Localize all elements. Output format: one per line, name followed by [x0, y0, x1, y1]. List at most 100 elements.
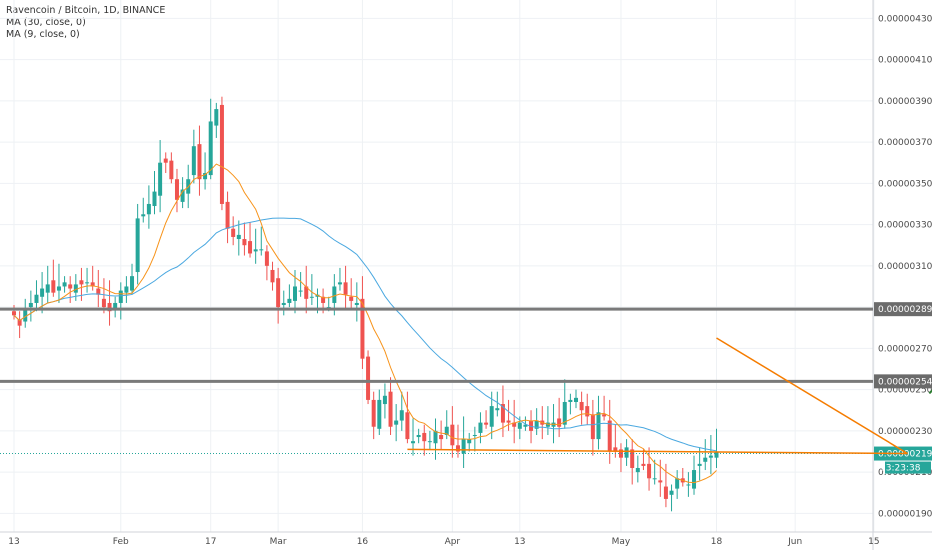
candle: [478, 422, 483, 433]
candle: [427, 441, 432, 443]
candle: [534, 420, 539, 429]
candle: [506, 420, 511, 423]
candle: [697, 463, 702, 466]
level-price-tag: [874, 374, 932, 389]
candle: [596, 412, 601, 440]
candle: [444, 426, 449, 435]
candle: [40, 288, 45, 297]
price-tick-label: 0.00000330: [878, 221, 932, 231]
time-tick-label: 13: [514, 537, 525, 547]
candle: [461, 439, 466, 454]
candle: [56, 286, 61, 291]
candle: [382, 395, 387, 405]
time-tick-label: 16: [357, 537, 369, 547]
candle: [624, 447, 629, 458]
candle: [630, 449, 635, 468]
level-price-tag: [874, 302, 932, 317]
candle: [523, 424, 528, 427]
chart-legend: Ravencoin / Bitcoin, 1D, BINANCE MA (30,…: [6, 5, 165, 41]
candle: [411, 441, 416, 444]
legend-ma30[interactable]: MA (30, close, 0): [6, 17, 86, 28]
candle: [101, 298, 106, 308]
candle: [590, 414, 595, 440]
candle: [675, 478, 680, 489]
candle: [146, 203, 151, 215]
candle: [34, 294, 39, 303]
trendline[interactable]: [716, 337, 908, 455]
ma30-line: [13, 217, 717, 452]
price-tick-label: 0.00000270: [878, 344, 932, 354]
price-tick-label: 0.00000410: [878, 56, 932, 66]
candle: [276, 278, 281, 308]
candle: [714, 451, 719, 458]
time-tick-label: Apr: [445, 537, 461, 547]
candle: [354, 302, 359, 306]
candle: [85, 282, 90, 284]
candle: [647, 463, 652, 479]
candle: [450, 424, 455, 446]
candle: [495, 408, 500, 411]
time-tick-label: May: [612, 537, 631, 547]
candle: [512, 422, 517, 427]
candle: [180, 189, 185, 202]
candle: [557, 418, 562, 427]
price-tick-label: 0.00000370: [878, 138, 932, 148]
candle: [618, 449, 623, 458]
candle: [107, 302, 112, 312]
candle: [433, 430, 438, 444]
candle: [337, 282, 342, 285]
candle: [529, 420, 534, 431]
candle: [467, 439, 472, 444]
candle: [45, 284, 50, 293]
candle: [163, 158, 168, 163]
candle: [309, 296, 314, 298]
legend-ma9[interactable]: MA (9, close, 0): [6, 29, 80, 40]
candle: [517, 422, 522, 429]
candle: [68, 284, 73, 289]
candle: [174, 179, 179, 200]
candle: [236, 234, 241, 240]
candle: [568, 399, 573, 402]
candle: [242, 239, 247, 246]
time-tick-label: 18: [711, 537, 723, 547]
candle: [96, 288, 101, 295]
candle: [270, 269, 275, 283]
candle: [214, 109, 219, 126]
price-tick-label: 0.00000390: [878, 97, 932, 107]
candle: [90, 282, 95, 287]
price-tick-label: 0.00000230: [878, 427, 932, 437]
candle: [399, 410, 404, 421]
candle: [203, 173, 208, 180]
candle: [219, 104, 224, 204]
candle: [169, 160, 174, 180]
candle: [197, 144, 202, 180]
candle: [388, 391, 393, 427]
candle: [641, 463, 646, 466]
candle: [422, 432, 427, 442]
candle: [366, 356, 371, 400]
candle: [360, 298, 365, 359]
candle: [23, 309, 28, 322]
level-price-label: 0.00000289: [878, 305, 932, 315]
candle: [708, 455, 713, 458]
candle: [152, 191, 157, 207]
level-price-label: 0.00000254: [878, 377, 932, 387]
candle: [51, 280, 56, 293]
candle: [703, 457, 708, 462]
price-tick-label: 0.00000430: [878, 14, 932, 24]
candle: [124, 286, 129, 293]
current-price-label: 0.00000219: [878, 450, 932, 460]
candle: [298, 290, 303, 292]
candle: [484, 422, 489, 425]
price-tick-label: 0.00000350: [878, 179, 932, 189]
candle: [635, 467, 640, 473]
candle: [602, 414, 607, 417]
trendline[interactable]: [407, 448, 908, 455]
candle: [208, 121, 213, 176]
candle: [332, 286, 337, 303]
candle: [130, 276, 135, 291]
candle: [500, 404, 505, 423]
candle: [287, 298, 292, 303]
time-tick-label: Mar: [270, 537, 287, 547]
